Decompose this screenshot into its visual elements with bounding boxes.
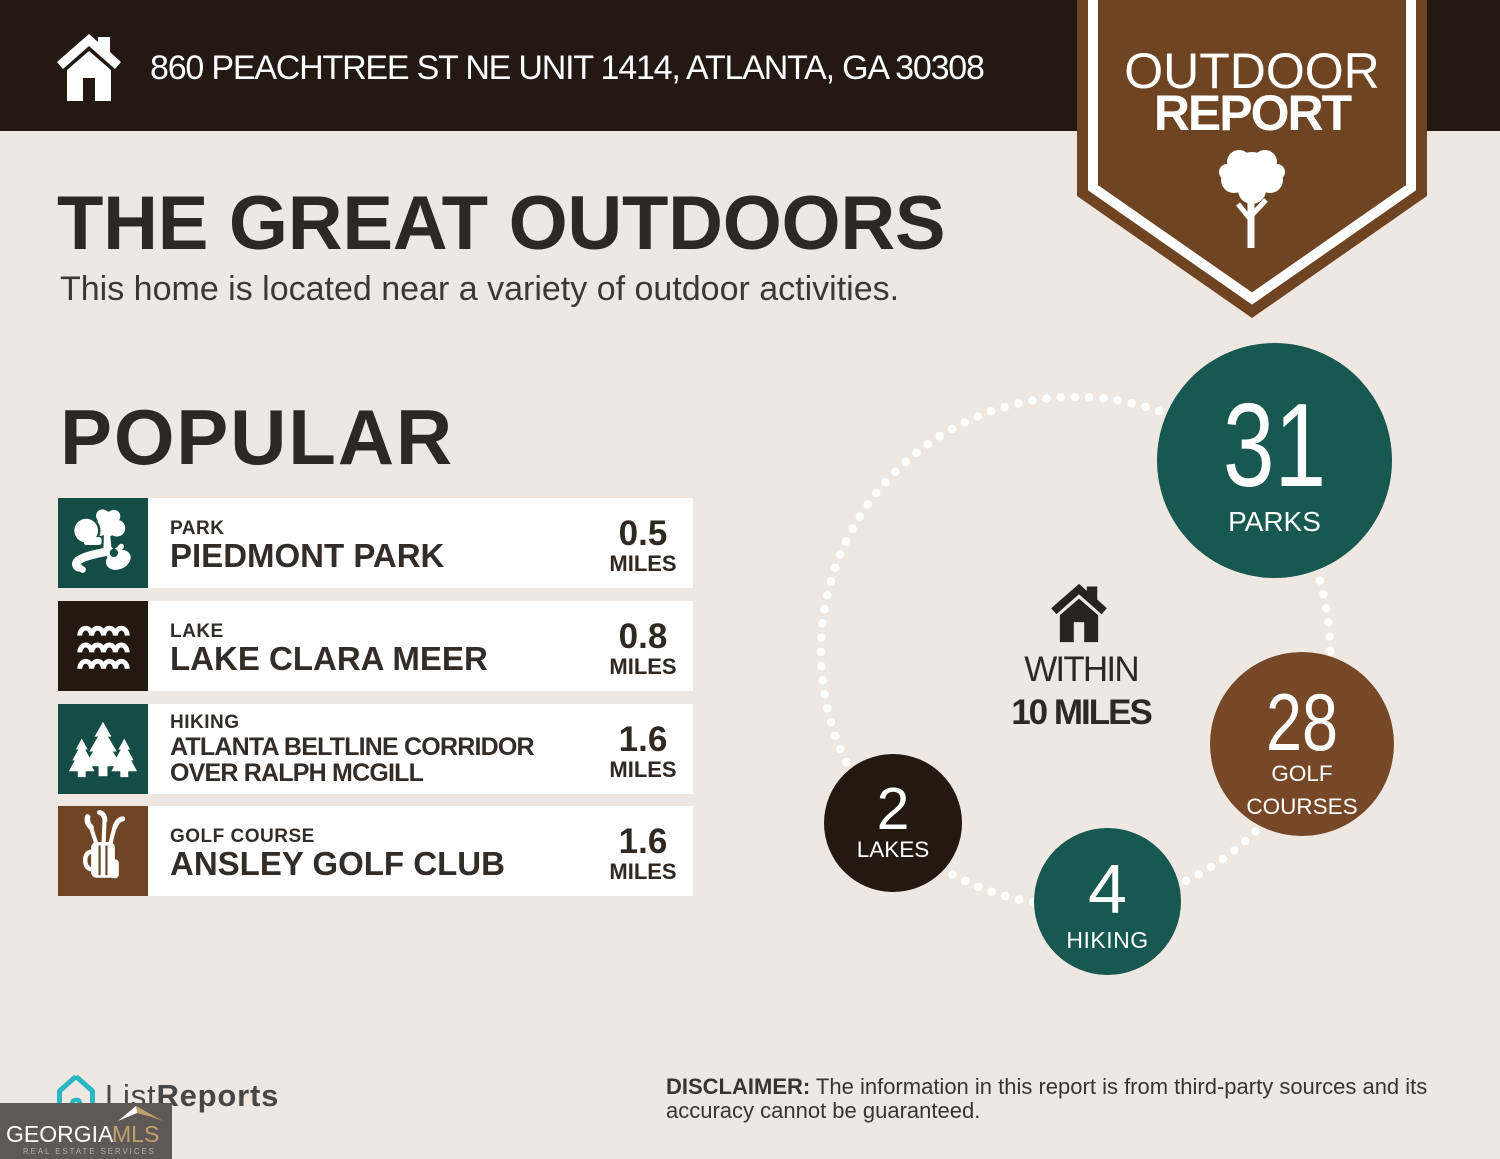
svg-text:GEORGIA: GEORGIA	[6, 1121, 114, 1147]
svg-text:REAL ESTATE SERVICES: REAL ESTATE SERVICES	[23, 1147, 156, 1156]
svg-text:OUTDOOR: OUTDOOR	[1124, 43, 1380, 99]
svg-text:REPORT: REPORT	[1154, 85, 1352, 141]
svg-text:MLS: MLS	[112, 1121, 159, 1147]
